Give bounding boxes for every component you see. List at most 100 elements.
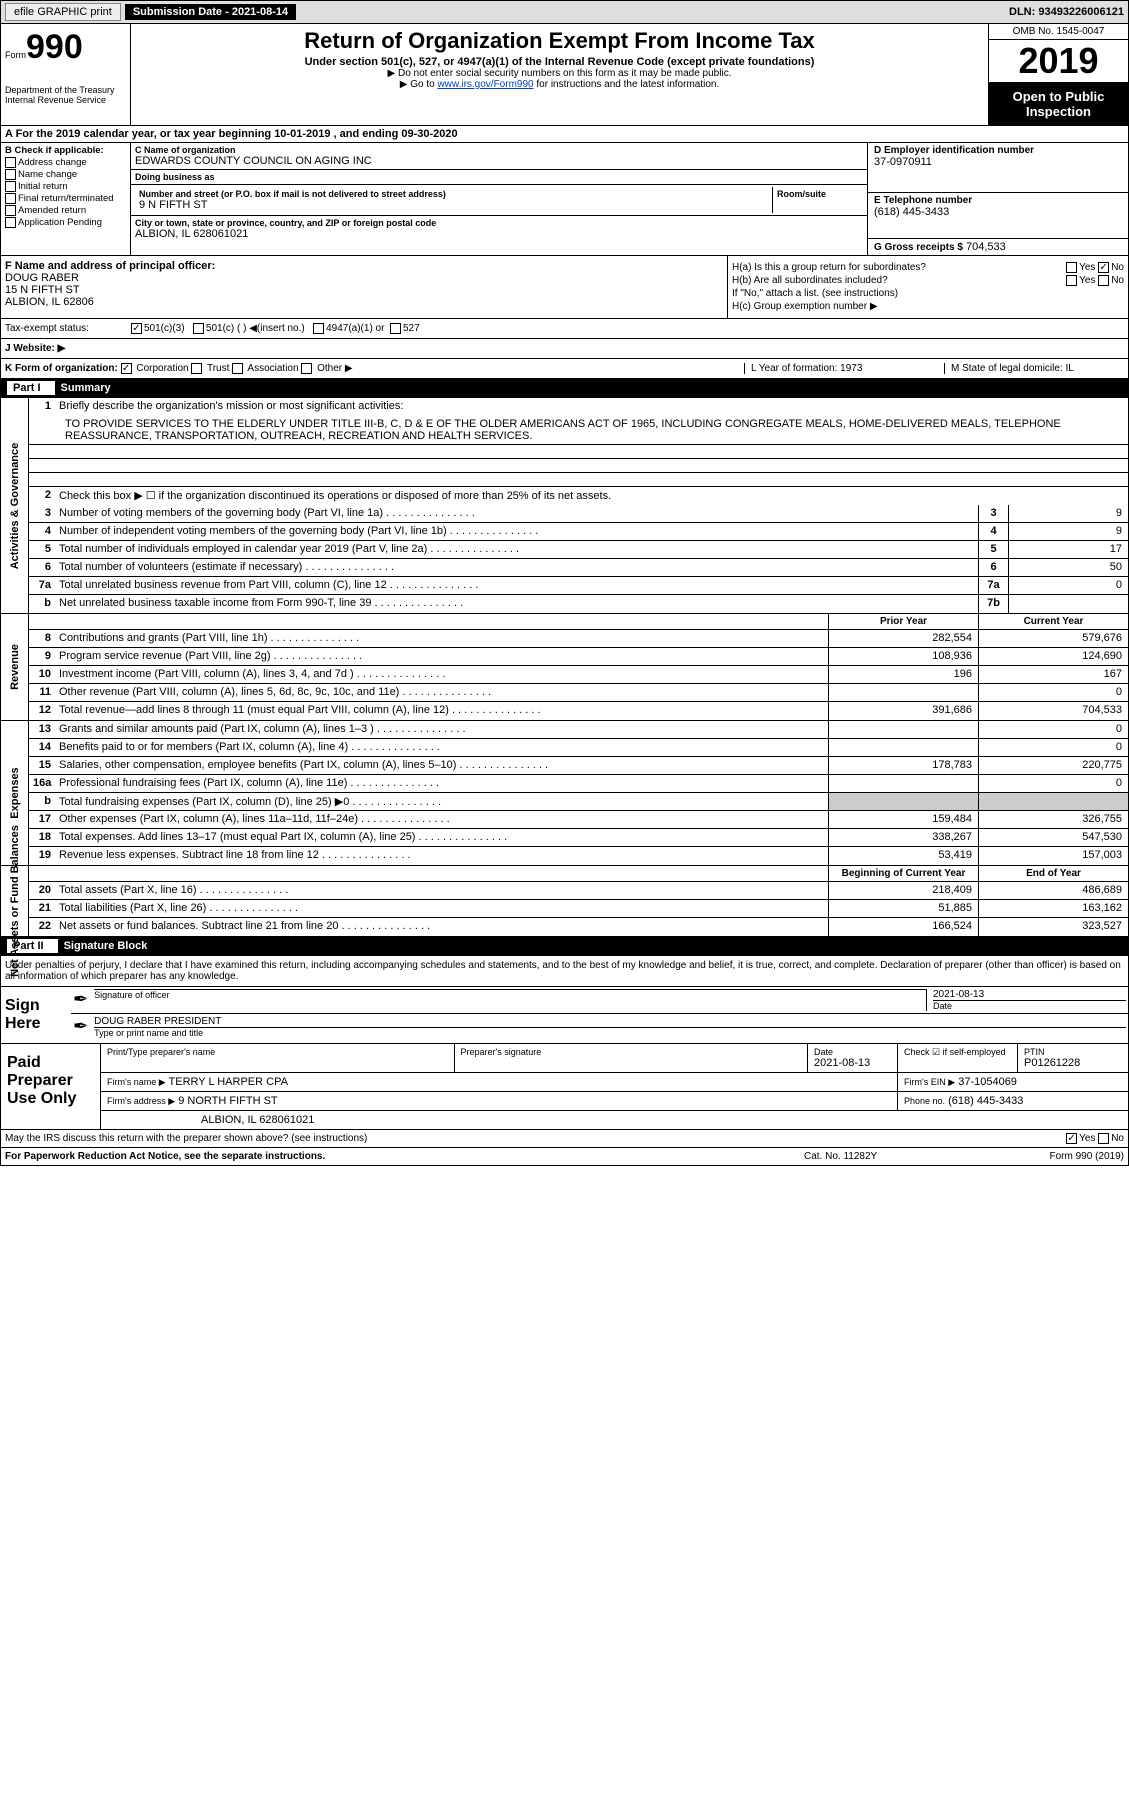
form-number: 990 <box>26 28 83 66</box>
printed-name-label: Type or print name and title <box>94 1027 1126 1038</box>
tel-value: (618) 445-3433 <box>874 206 1122 218</box>
cat-no: Cat. No. 11282Y <box>804 1151 964 1162</box>
mission-blank3 <box>29 473 1128 487</box>
501c3-checkbox[interactable]: ✓ <box>131 323 142 334</box>
summary-line: 21Total liabilities (Part X, line 26)51,… <box>29 900 1128 918</box>
omb-label: OMB No. 1545-0047 <box>989 24 1128 40</box>
boy-header: Beginning of Current Year <box>828 866 978 881</box>
addr-value: 9 N FIFTH ST <box>139 199 768 211</box>
summary-line: 8Contributions and grants (Part VIII, li… <box>29 630 1128 648</box>
q1-label: Briefly describe the organization's miss… <box>55 398 1128 416</box>
summary-line: 4Number of independent voting members of… <box>29 523 1128 541</box>
topbar: efile GRAPHIC print Submission Date - 20… <box>0 0 1129 24</box>
sign-here-label: Sign Here <box>1 987 71 1043</box>
summary-line: 19Revenue less expenses. Subtract line 1… <box>29 847 1128 865</box>
netassets-section: Net Assets or Fund Balances Beginning of… <box>0 866 1129 937</box>
summary-line: 17Other expenses (Part IX, column (A), l… <box>29 811 1128 829</box>
summary-line: 11Other revenue (Part VIII, column (A), … <box>29 684 1128 702</box>
summary-line: 16aProfessional fundraising fees (Part I… <box>29 775 1128 793</box>
inspection-badge: Open to Public Inspection <box>989 83 1128 125</box>
period-row: A For the 2019 calendar year, or tax yea… <box>0 126 1129 143</box>
sig-officer-label: Signature of officer <box>94 989 926 1000</box>
boxb-item[interactable]: Name change <box>5 169 126 180</box>
ein-label: D Employer identification number <box>874 145 1122 156</box>
sig-date-label: Date <box>933 1000 1126 1011</box>
sig-date-value: 2021-08-13 <box>933 989 1126 1000</box>
dln-label: DLN: 93493226006121 <box>1009 6 1124 18</box>
summary-line: 14Benefits paid to or for members (Part … <box>29 739 1128 757</box>
part1-header: Part ISummary <box>0 379 1129 398</box>
year-cell: OMB No. 1545-0047 2019 Open to Public In… <box>988 24 1128 125</box>
efile-print-button[interactable]: efile GRAPHIC print <box>5 3 121 21</box>
summary-line: 10Investment income (Part VIII, column (… <box>29 666 1128 684</box>
boxb-item[interactable]: Amended return <box>5 205 126 216</box>
city-label: City or town, state or province, country… <box>135 218 863 228</box>
room-label: Room/suite <box>777 189 859 199</box>
501c-checkbox[interactable] <box>193 323 204 334</box>
summary-line: 7aTotal unrelated business revenue from … <box>29 577 1128 595</box>
4947-checkbox[interactable] <box>313 323 324 334</box>
box-de: D Employer identification number 37-0970… <box>868 143 1128 255</box>
k-row: K Form of organization: ✓ Corporation Tr… <box>0 359 1129 379</box>
summary-line: 3Number of voting members of the governi… <box>29 505 1128 523</box>
netassets-label: Net Assets or Fund Balances <box>9 825 21 977</box>
dba-label: Doing business as <box>135 172 863 182</box>
pen-icon-2: ✒ <box>73 1016 88 1038</box>
box-c: C Name of organization EDWARDS COUNTY CO… <box>131 143 868 255</box>
527-checkbox[interactable] <box>390 323 401 334</box>
summary-line: 18Total expenses. Add lines 13–17 (must … <box>29 829 1128 847</box>
officer-name: DOUG RABER <box>5 272 723 284</box>
boxb-item[interactable]: Final return/terminated <box>5 193 126 204</box>
other-checkbox[interactable] <box>301 363 312 374</box>
website-row: J Website: ▶ <box>0 339 1129 359</box>
summary-line: 5Total number of individuals employed in… <box>29 541 1128 559</box>
paid-preparer-label: Paid Preparer Use Only <box>1 1044 101 1129</box>
discuss-yes-checkbox[interactable]: ✓ <box>1066 1133 1077 1144</box>
boxb-item[interactable]: Address change <box>5 157 126 168</box>
mission-text: TO PROVIDE SERVICES TO THE ELDERLY UNDER… <box>29 416 1128 445</box>
tel-label: E Telephone number <box>874 195 1122 206</box>
org-name-label: C Name of organization <box>135 145 863 155</box>
discuss-no-checkbox[interactable] <box>1098 1133 1109 1144</box>
summary-line: bTotal fundraising expenses (Part IX, co… <box>29 793 1128 811</box>
summary-line: bNet unrelated business taxable income f… <box>29 595 1128 613</box>
paperwork-notice: For Paperwork Reduction Act Notice, see … <box>5 1151 804 1162</box>
officer-printed-name: DOUG RABER PRESIDENT <box>94 1016 1126 1027</box>
ha-line: H(a) Is this a group return for subordin… <box>732 262 1124 273</box>
eoy-header: End of Year <box>978 866 1128 881</box>
irs-link[interactable]: www.irs.gov/Form990 <box>437 79 533 90</box>
title-cell: Return of Organization Exempt From Incom… <box>131 24 988 125</box>
officer-addr2: ALBION, IL 62806 <box>5 296 723 308</box>
form-subtitle-1: Under section 501(c), 527, or 4947(a)(1)… <box>139 56 980 68</box>
expenses-label: Expenses <box>9 767 21 818</box>
box-f: F Name and address of principal officer:… <box>1 256 728 318</box>
part2-header: Part IISignature Block <box>0 937 1129 956</box>
hb-note: If "No," attach a list. (see instruction… <box>732 288 1124 299</box>
ag-label: Activities & Governance <box>9 442 21 569</box>
year-formation: L Year of formation: 1973 <box>744 363 944 374</box>
dept-label: Department of the Treasury Internal Reve… <box>5 85 126 105</box>
pen-icon: ✒ <box>73 989 88 1011</box>
fh-block: F Name and address of principal officer:… <box>0 256 1129 319</box>
summary-line: 13Grants and similar amounts paid (Part … <box>29 721 1128 739</box>
box-b-label: B Check if applicable: <box>5 145 126 156</box>
revenue-label: Revenue <box>9 644 21 690</box>
mission-blank2 <box>29 459 1128 473</box>
summary-line: 6Total number of volunteers (estimate if… <box>29 559 1128 577</box>
trust-checkbox[interactable] <box>191 363 202 374</box>
ein-value: 37-0970911 <box>874 156 1122 168</box>
summary-line: 20Total assets (Part X, line 16)218,4094… <box>29 882 1128 900</box>
expenses-section: Expenses 13Grants and similar amounts pa… <box>0 721 1129 866</box>
footer-row: For Paperwork Reduction Act Notice, see … <box>0 1148 1129 1166</box>
boxb-item[interactable]: Initial return <box>5 181 126 192</box>
boxb-item[interactable]: Application Pending <box>5 217 126 228</box>
assoc-checkbox[interactable] <box>232 363 243 374</box>
hb-line: H(b) Are all subordinates included? Yes … <box>732 275 1124 286</box>
main-info-block: B Check if applicable: Address changeNam… <box>0 143 1129 256</box>
officer-label: F Name and address of principal officer: <box>5 260 723 272</box>
box-b: B Check if applicable: Address changeNam… <box>1 143 131 255</box>
paid-preparer-block: Paid Preparer Use Only Print/Type prepar… <box>0 1044 1129 1130</box>
summary-line: 22Net assets or fund balances. Subtract … <box>29 918 1128 936</box>
form-subtitle-2b: ▶ Go to www.irs.gov/Form990 for instruct… <box>139 79 980 90</box>
corp-checkbox[interactable]: ✓ <box>121 363 132 374</box>
